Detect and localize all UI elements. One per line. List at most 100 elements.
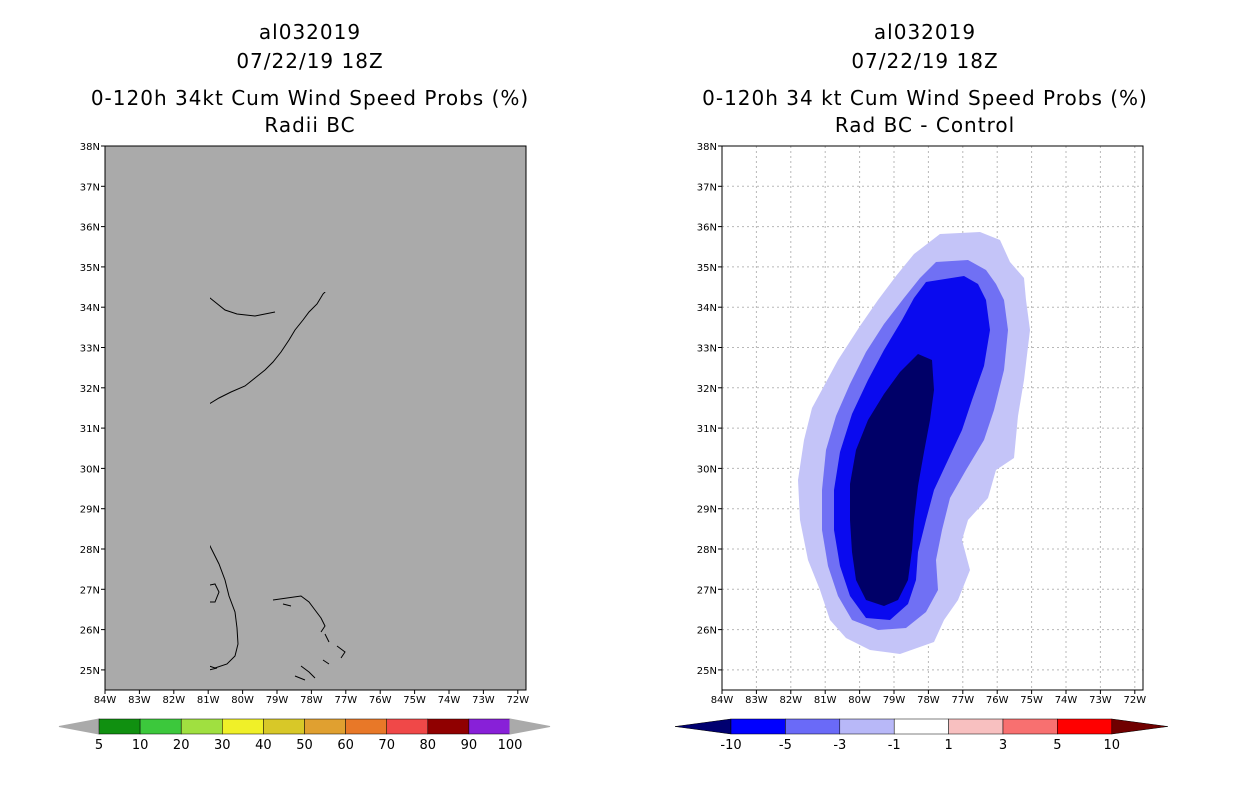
colorbar-right-end (1111, 718, 1168, 735)
left-map-frame (104, 145, 527, 691)
left-panel-title: al032019 07/22/19 18Z 0-120h 34kt Cum Wi… (50, 18, 570, 140)
colorbar-label: 5 (1053, 738, 1061, 753)
left-lat-axis: 38N 37N 36N 35N 34N 33N 32N 31N 30N 29N 28N 27N 26N 2… (80, 142, 105, 677)
lon-tick-label: 74W (438, 695, 461, 706)
lat-tick-label: 37N (80, 182, 100, 193)
lon-tick-label: 82W (162, 695, 185, 706)
colorbar-label: 90 (461, 738, 478, 753)
colorbar-label: 5 (95, 738, 103, 753)
lat-tick-label: 29N (697, 505, 717, 516)
colorbar-label: -5 (779, 738, 792, 753)
lat-tick-label: 31N (80, 424, 100, 435)
lon-tick-label: 80W (231, 695, 254, 706)
colorbar-label: 50 (296, 738, 313, 753)
lon-tick-label: 84W (711, 695, 734, 706)
colorbar-swatch (180, 718, 223, 735)
colorbar-swatch (386, 718, 429, 735)
colorbar-swatch (139, 718, 182, 735)
colorbar-label: -3 (833, 738, 846, 753)
colorbar-label: 30 (214, 738, 231, 753)
lat-tick-label: 36N (80, 223, 100, 234)
right-subtitle: Rad BC - Control (834, 113, 1016, 137)
lon-tick-label: 75W (403, 695, 426, 706)
colorbar-right-end (509, 718, 551, 735)
colorbar-label: 1 (944, 738, 952, 753)
lon-tick-label: 74W (1055, 695, 1078, 706)
lat-tick-label: 38N (80, 142, 100, 153)
lat-tick-label: 34N (697, 303, 717, 314)
lat-tick-label: 35N (80, 263, 100, 274)
left-datetime: 07/22/19 18Z (236, 49, 384, 73)
colorbar-swatch (785, 718, 841, 735)
lat-tick-label: 33N (697, 344, 717, 355)
colorbar-swatch (730, 718, 786, 735)
colorbar-swatch (839, 718, 895, 735)
right-lat-axis: 38N 37N 36N 35N 34N 33N 32N 31N 30N 29N 28N 27N 26N 2… (697, 142, 722, 677)
left-product: 0-120h 34kt Cum Wind Speed Probs (%) (90, 86, 530, 110)
lat-tick-label: 28N (697, 545, 717, 556)
lat-tick-label: 25N (80, 666, 100, 677)
lon-tick-label: 73W (1089, 695, 1112, 706)
colorbar-label: 100 (498, 738, 523, 753)
lat-tick-label: 37N (697, 182, 717, 193)
lon-tick-label: 72W (506, 695, 529, 706)
lon-tick-label: 83W (128, 695, 151, 706)
left-colorbar: 5 10 20 30 40 50 60 70 80 90 100 (58, 718, 551, 753)
lon-tick-label: 72W (1123, 695, 1146, 706)
lat-tick-label: 25N (697, 666, 717, 677)
colorbar-swatch (304, 718, 346, 735)
colorbar-label: 70 (378, 738, 395, 753)
lat-tick-label: 35N (697, 263, 717, 274)
colorbar-label: 10 (1104, 738, 1121, 753)
colorbar-swatch (893, 718, 949, 735)
lat-tick-label: 26N (697, 626, 717, 637)
left-map-background (105, 146, 526, 690)
lat-tick-label: 36N (697, 223, 717, 234)
right-panel-title: al032019 07/22/19 18Z 0-120h 34 kt Cum W… (665, 18, 1185, 140)
right-datetime: 07/22/19 18Z (851, 49, 999, 73)
lon-tick-label: 76W (369, 695, 392, 706)
colorbar-swatch (948, 718, 1004, 735)
lat-tick-label: 30N (697, 464, 717, 475)
colorbar-label: 20 (173, 738, 190, 753)
lon-tick-label: 77W (951, 695, 974, 706)
lat-tick-label: 33N (80, 344, 100, 355)
lon-tick-label: 81W (197, 695, 220, 706)
colorbar-left-end (674, 718, 732, 735)
colorbar-label: -10 (720, 738, 741, 753)
lat-tick-label: 27N (697, 585, 717, 596)
left-storm-id: al032019 (258, 20, 362, 44)
right-storm-id: al032019 (873, 20, 977, 44)
lat-tick-label: 32N (697, 384, 717, 395)
colorbar-swatch (98, 718, 141, 735)
lon-tick-label: 83W (745, 695, 768, 706)
lat-tick-label: 28N (80, 545, 100, 556)
colorbar-swatch (1002, 718, 1058, 735)
colorbar-label: 40 (255, 738, 272, 753)
right-lon-axis: 84W 83W 82W 81W 80W 79W 78W 77W 76W 75W 74W 73W 72W (711, 690, 1146, 706)
lon-tick-label: 73W (472, 695, 495, 706)
lon-tick-label: 84W (94, 695, 117, 706)
colorbar-label: 60 (337, 738, 354, 753)
lat-tick-label: 29N (80, 505, 100, 516)
contour-minus-10 (850, 354, 934, 606)
lon-tick-label: 80W (848, 695, 871, 706)
left-subtitle: Radii BC (264, 113, 356, 137)
lon-tick-label: 76W (986, 695, 1009, 706)
colorbar-left-end (58, 718, 100, 735)
lat-tick-label: 38N (697, 142, 717, 153)
lon-tick-label: 79W (883, 695, 906, 706)
lon-tick-label: 77W (334, 695, 357, 706)
right-map-frame (721, 145, 1144, 691)
lat-tick-label: 32N (80, 384, 100, 395)
colorbar-swatch (427, 718, 470, 735)
colorbar-swatch (1057, 718, 1113, 735)
right-product: 0-120h 34 kt Cum Wind Speed Probs (%) (702, 86, 1148, 110)
left-map: 38N 37N 36N 35N 34N 33N 32N 31N 30N 29N 28N 27N 26N 2… (80, 142, 529, 706)
lat-tick-label: 30N (80, 464, 100, 475)
right-map: 38N 37N 36N 35N 34N 33N 32N 31N 30N 29N 28N 27N 26N 2… (697, 142, 1146, 706)
colorbar-label: 3 (999, 738, 1007, 753)
right-difference-contours (798, 232, 1030, 654)
lat-tick-label: 34N (80, 303, 100, 314)
